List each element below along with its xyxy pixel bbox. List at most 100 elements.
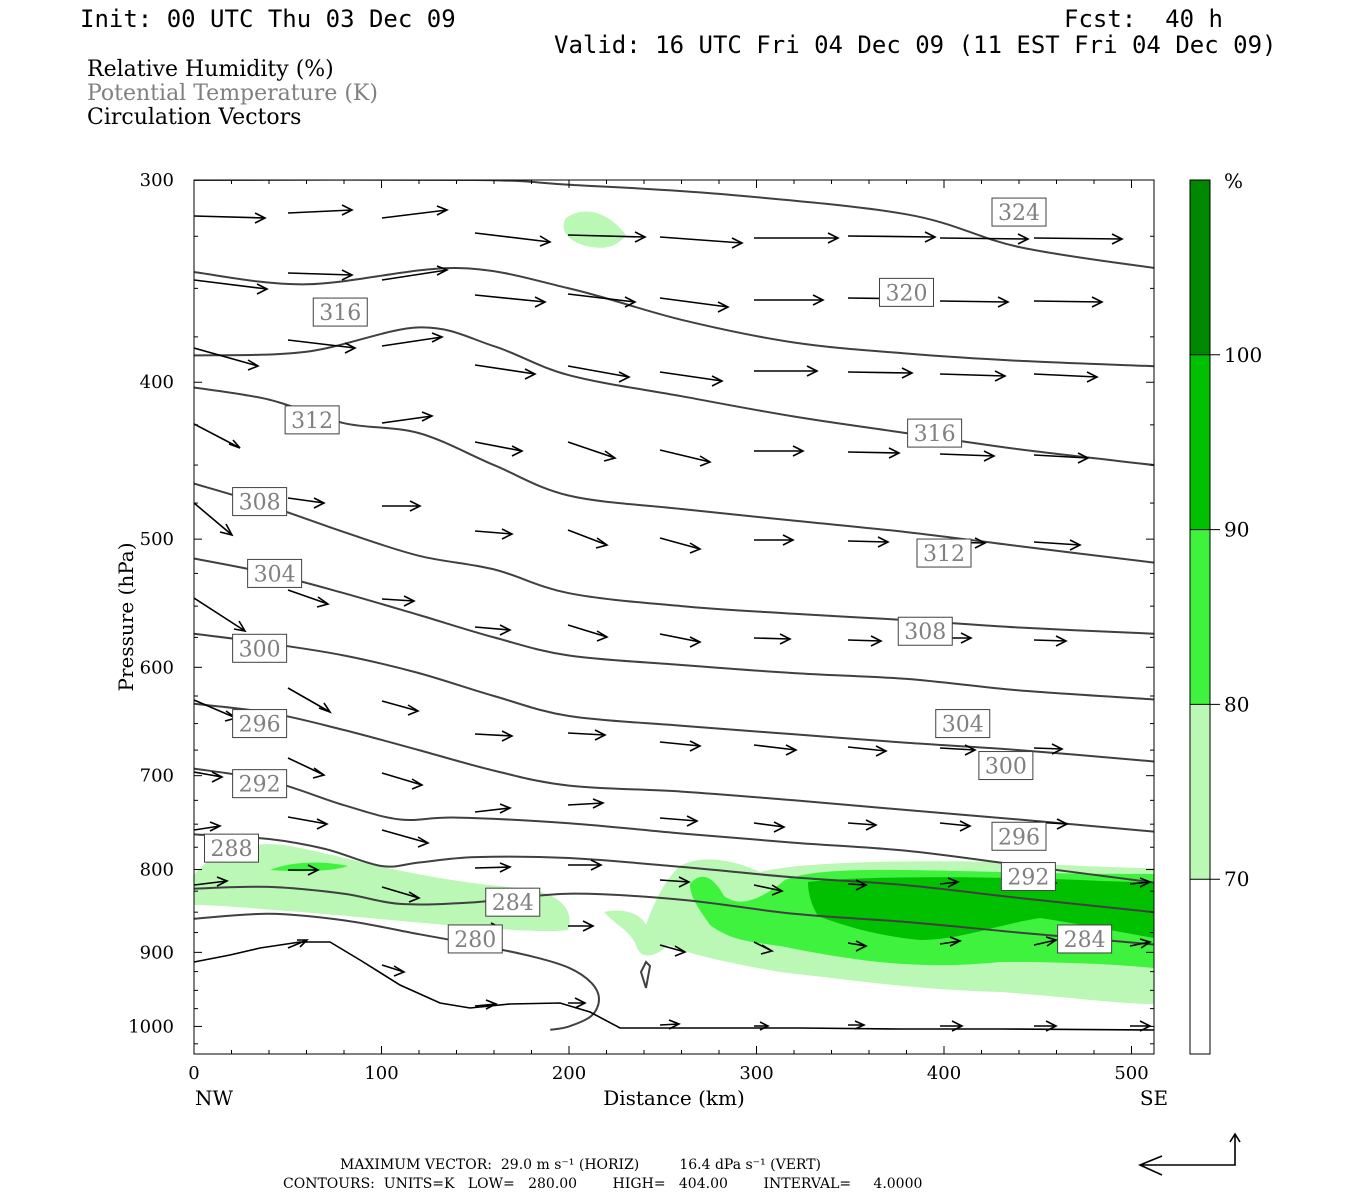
theta-contour-304 — [194, 557, 1154, 701]
circulation-vector — [194, 771, 224, 783]
circulation-vector — [474, 528, 514, 540]
theta-contour-316 — [194, 326, 1154, 467]
circulation-vector — [194, 876, 229, 887]
circulation-vector — [939, 936, 962, 947]
theta-contour-label: 308 — [232, 487, 288, 517]
circulation-vector — [474, 294, 547, 308]
x-axis-label: Distance (km) — [603, 1086, 745, 1110]
circulation-vector — [1033, 296, 1104, 308]
circulation-vector — [194, 279, 269, 295]
circulation-vector — [287, 589, 330, 608]
circulation-vector — [754, 232, 840, 244]
colorbar-band — [1190, 529, 1210, 705]
contour-label-text: 320 — [886, 281, 928, 306]
contour-label-text: 324 — [998, 201, 1040, 226]
circulation-vector — [567, 529, 609, 549]
terrain-surface — [193, 941, 1155, 1031]
theta-contour-296 — [194, 702, 1154, 833]
x-tick-label: 200 — [552, 1063, 586, 1084]
circulation-vector — [381, 332, 444, 347]
circulation-vector — [659, 740, 702, 752]
colorbar-label: 80 — [1224, 692, 1249, 716]
contour-label-text: 280 — [454, 928, 496, 953]
circulation-vector — [659, 876, 691, 888]
contour-label-text: 296 — [239, 713, 281, 738]
field-vectors-title: Circulation Vectors — [87, 105, 302, 130]
contour-label-box — [1057, 924, 1113, 954]
circulation-vector — [194, 502, 234, 537]
circulation-vector — [381, 205, 449, 219]
theta-contour-label: 304 — [247, 558, 303, 588]
circulation-vector — [474, 862, 512, 873]
max-vector-info: MAXIMUM VECTOR: 29.0 m s⁻¹ (HORIZ) 16.4 … — [340, 1157, 822, 1173]
circulation-vector — [194, 423, 241, 449]
circulation-vector — [754, 294, 825, 306]
circulation-vector — [287, 816, 329, 830]
theta-contour-label: 300 — [232, 633, 288, 663]
y-tick-label: 400 — [140, 372, 174, 393]
theta-contour-320 — [194, 266, 1154, 368]
circulation-vector — [659, 371, 724, 387]
circulation-vector — [939, 744, 977, 756]
circulation-vector — [753, 633, 792, 645]
init-time: Init: 00 UTC Thu 03 Dec 09 — [80, 5, 456, 33]
circulation-vector — [848, 1020, 866, 1030]
theta-contour-label: 324 — [991, 197, 1047, 227]
rh-80-region — [270, 862, 348, 872]
contour-label-box — [991, 821, 1047, 851]
y-tick-label: 800 — [140, 860, 174, 881]
theta-contour-284 — [194, 885, 1154, 946]
circulation-vector — [1033, 452, 1090, 464]
circulation-vector — [474, 441, 524, 457]
circulation-vector — [753, 941, 775, 955]
theta-contour-label: 296 — [991, 821, 1047, 851]
theta-contour-label: 312 — [916, 538, 972, 568]
circulation-vector — [1129, 938, 1152, 949]
contour-label-text: 300 — [239, 637, 281, 662]
circulation-vector — [381, 265, 449, 281]
theta-contour-280-lobe — [639, 960, 652, 989]
contour-label-text: 316 — [914, 422, 956, 447]
theta-contour-label: 288 — [204, 833, 259, 863]
circulation-vector — [194, 212, 267, 224]
circulation-vector — [382, 500, 422, 512]
contour-label-text: 304 — [942, 713, 984, 738]
y-tick-label: 1000 — [128, 1016, 174, 1037]
theta-contour-label: 320 — [879, 277, 934, 307]
circulation-vector — [288, 864, 320, 876]
contour-label-text: 284 — [1064, 928, 1106, 953]
theta-contour-label: 312 — [284, 405, 340, 435]
circulation-vector — [567, 798, 605, 809]
circulation-vector — [659, 537, 702, 554]
x-tick-label: 300 — [739, 1063, 773, 1084]
contour-label-box — [916, 538, 972, 568]
circulation-vector — [568, 859, 603, 871]
contour-label-box — [232, 709, 288, 739]
theta-contour-label: 316 — [312, 297, 368, 327]
circulation-vector — [194, 699, 238, 722]
circulation-vector — [847, 879, 868, 891]
x-tick-label: 0 — [188, 1063, 199, 1084]
theta-contour-280 — [194, 912, 601, 1031]
circulation-vector — [287, 497, 326, 509]
circulation-vector — [1033, 743, 1064, 755]
contour-label-text: 288 — [211, 837, 253, 862]
circulation-vector — [659, 449, 712, 467]
circulation-vector — [659, 633, 702, 648]
x-axis-end-label-nw: NW — [195, 1086, 234, 1110]
contour-label-box — [1000, 862, 1056, 892]
circulation-vector — [847, 536, 890, 548]
theta-contour-label: 316 — [907, 418, 963, 448]
circulation-vector — [1129, 877, 1152, 888]
circulation-vector — [474, 364, 537, 380]
circulation-vector — [381, 700, 420, 716]
theta-contour-292 — [194, 767, 1154, 884]
field-rh-title: Relative Humidity (%) — [87, 57, 334, 82]
x-tick-label: 500 — [1114, 1063, 1148, 1084]
max-vector-key-icon — [1137, 1132, 1241, 1176]
contour-info: CONTOURS: UNITS=K LOW= 280.00 HIGH= 404.… — [283, 1176, 923, 1192]
contour-label-box — [485, 887, 541, 917]
circulation-vector — [194, 597, 247, 633]
circulation-vector — [659, 297, 730, 313]
contour-label-text: 300 — [985, 755, 1027, 780]
